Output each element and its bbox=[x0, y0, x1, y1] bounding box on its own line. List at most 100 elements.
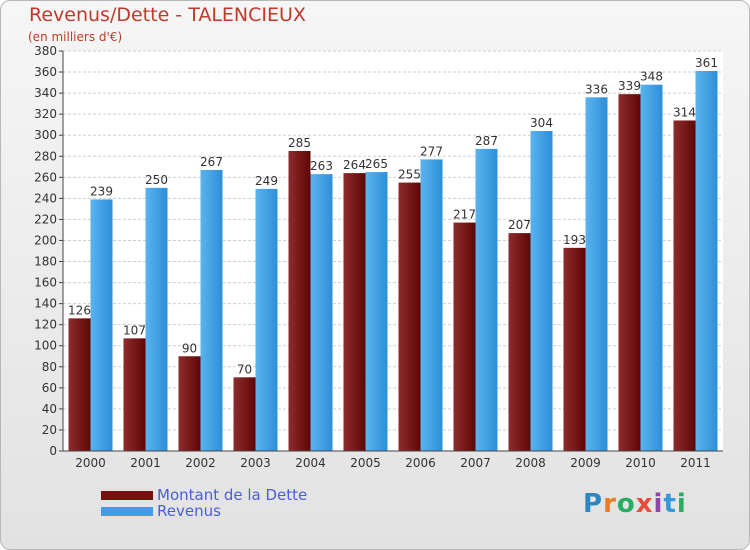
y-tick-label: 80 bbox=[42, 360, 57, 374]
bar-revenue bbox=[310, 174, 333, 451]
data-label-debt: 207 bbox=[508, 218, 531, 232]
data-label-debt: 255 bbox=[398, 168, 421, 182]
bar-debt bbox=[453, 222, 476, 451]
data-label-debt: 70 bbox=[237, 362, 252, 376]
y-tick-label: 0 bbox=[49, 444, 57, 458]
legend-swatch-debt bbox=[101, 490, 153, 500]
bar-debt bbox=[343, 173, 366, 451]
y-tick-label: 300 bbox=[34, 128, 57, 142]
logo-letter: r bbox=[603, 489, 617, 519]
chart-title: Revenus/Dette - TALENCIEUX bbox=[29, 4, 306, 26]
bar-revenue bbox=[365, 172, 388, 452]
data-label-revenue: 250 bbox=[145, 173, 168, 187]
bar-revenue bbox=[530, 131, 553, 451]
y-tick-label: 60 bbox=[42, 381, 57, 395]
chart-subtitle: (en milliers d'€) bbox=[28, 30, 123, 44]
y-tick-label: 320 bbox=[34, 107, 57, 121]
y-tick-label: 220 bbox=[34, 212, 57, 226]
x-tick-label: 2004 bbox=[295, 456, 326, 470]
bar-debt bbox=[618, 94, 641, 451]
legend-item-revenue: Revenus bbox=[101, 503, 307, 519]
x-tick-label: 2002 bbox=[185, 456, 216, 470]
bar-debt bbox=[673, 120, 696, 451]
y-tick-label: 240 bbox=[34, 191, 57, 205]
data-label-debt: 285 bbox=[288, 136, 311, 150]
bar-debt bbox=[233, 377, 256, 451]
bar-chart: 0 20 40 60 80 100 120 140 160 180 200 220 240 260 280 3… bbox=[34, 44, 723, 470]
y-tick-label: 40 bbox=[42, 402, 57, 416]
y-tick-label: 280 bbox=[34, 149, 57, 163]
y-tick-label: 140 bbox=[34, 297, 57, 311]
x-tick-label: 2007 bbox=[460, 456, 491, 470]
legend: Montant de la Dette Revenus bbox=[101, 487, 307, 519]
data-label-revenue: 249 bbox=[255, 174, 278, 188]
logo-letter: x bbox=[635, 489, 654, 519]
data-label-revenue: 267 bbox=[200, 155, 223, 169]
x-tick-label: 2001 bbox=[130, 456, 161, 470]
data-label-revenue: 263 bbox=[310, 159, 333, 173]
data-label-debt: 339 bbox=[618, 79, 641, 93]
bar-debt bbox=[398, 182, 421, 451]
bar-revenue bbox=[585, 97, 608, 451]
legend-label-revenue: Revenus bbox=[157, 501, 221, 520]
y-tick-label: 340 bbox=[34, 86, 57, 100]
y-tick-label: 120 bbox=[34, 318, 57, 332]
bar-debt bbox=[563, 247, 586, 451]
data-label-revenue: 336 bbox=[585, 82, 608, 96]
bar-revenue bbox=[145, 187, 168, 451]
y-tick-label: 380 bbox=[34, 44, 57, 58]
bar-revenue bbox=[420, 159, 443, 451]
data-label-revenue: 287 bbox=[475, 134, 498, 148]
bar-revenue bbox=[200, 169, 223, 451]
bar-revenue bbox=[640, 84, 663, 452]
data-label-revenue: 277 bbox=[420, 144, 443, 158]
x-tick-label: 2011 bbox=[680, 456, 711, 470]
logo-letter: i bbox=[653, 489, 664, 519]
x-tick-label: 2009 bbox=[570, 456, 601, 470]
y-tick-label: 200 bbox=[34, 233, 57, 247]
data-label-revenue: 304 bbox=[530, 116, 553, 130]
legend-item-debt: Montant de la Dette bbox=[101, 487, 307, 503]
bar-debt bbox=[508, 233, 531, 451]
data-label-debt: 264 bbox=[343, 158, 366, 172]
bar-debt bbox=[288, 151, 311, 451]
bar-revenue bbox=[90, 199, 113, 451]
data-label-debt: 90 bbox=[182, 341, 197, 355]
bar-debt bbox=[68, 318, 91, 451]
x-tick-label: 2000 bbox=[75, 456, 106, 470]
x-tick-label: 2005 bbox=[350, 456, 381, 470]
data-label-debt: 314 bbox=[673, 105, 696, 119]
bar-revenue bbox=[695, 71, 718, 451]
legend-label-debt: Montant de la Dette bbox=[157, 485, 308, 504]
x-tick-label: 2010 bbox=[625, 456, 656, 470]
logo-letter: P bbox=[583, 489, 604, 519]
data-label-revenue: 239 bbox=[90, 184, 113, 198]
y-tick-label: 360 bbox=[34, 65, 57, 79]
x-tick-label: 2008 bbox=[515, 456, 546, 470]
legend-swatch-revenue bbox=[101, 506, 153, 516]
plot-area bbox=[63, 51, 723, 451]
y-tick-label: 160 bbox=[34, 276, 57, 290]
proxiti-logo: Proxiti bbox=[583, 489, 687, 519]
y-tick-label: 100 bbox=[34, 339, 57, 353]
data-label-debt: 193 bbox=[563, 233, 586, 247]
bar-revenue bbox=[255, 188, 278, 452]
y-tick-label: 20 bbox=[42, 423, 57, 437]
bar-debt bbox=[123, 338, 146, 451]
y-tick-label: 260 bbox=[34, 170, 57, 184]
logo-letter: o bbox=[616, 489, 636, 519]
data-label-revenue: 348 bbox=[640, 70, 663, 84]
data-label-debt: 107 bbox=[123, 323, 146, 337]
data-label-debt: 217 bbox=[453, 208, 476, 222]
logo-letter: t bbox=[663, 489, 677, 519]
data-label-debt: 126 bbox=[68, 303, 91, 317]
x-tick-label: 2006 bbox=[405, 456, 436, 470]
logo-letter: i bbox=[676, 489, 687, 519]
bar-debt bbox=[178, 356, 201, 451]
y-tick-label: 180 bbox=[34, 255, 57, 269]
data-label-revenue: 361 bbox=[695, 56, 718, 70]
bar-revenue bbox=[475, 148, 498, 452]
x-tick-label: 2003 bbox=[240, 456, 271, 470]
data-label-revenue: 265 bbox=[365, 157, 388, 171]
